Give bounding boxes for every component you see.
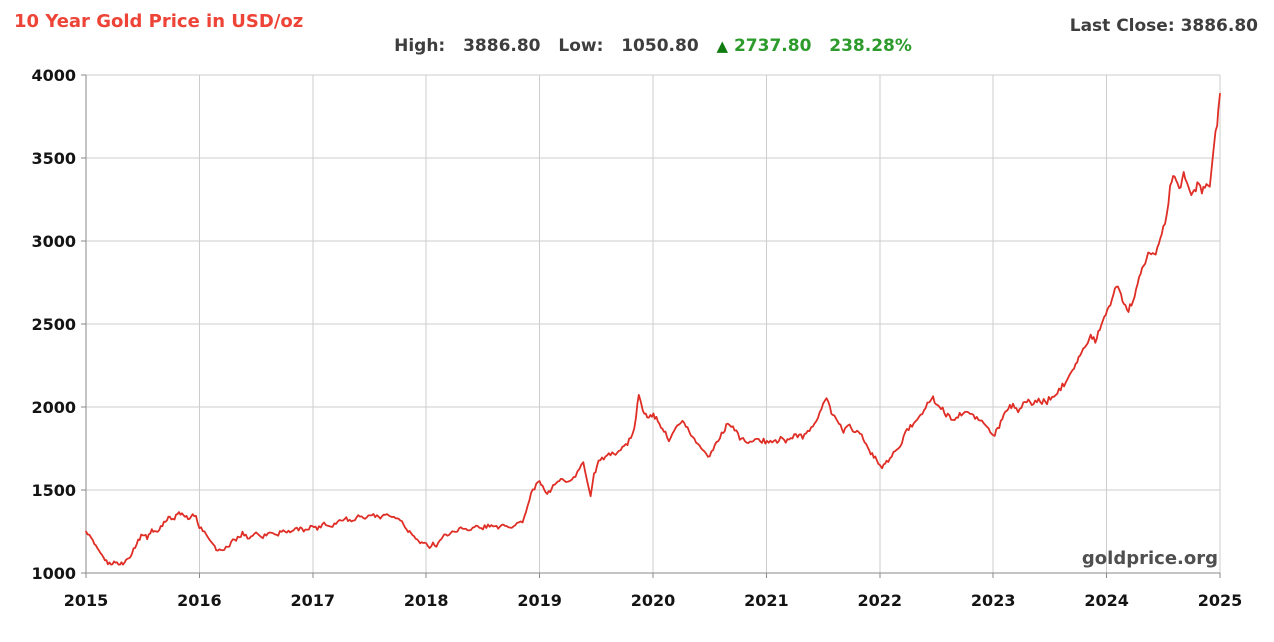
- last-close-label: Last Close:: [1069, 16, 1175, 36]
- watermark: goldprice.org: [1081, 548, 1218, 569]
- svg-text:2023: 2023: [971, 591, 1016, 610]
- svg-text:2025: 2025: [1198, 591, 1243, 610]
- price-line: [85, 92, 1221, 566]
- svg-text:2022: 2022: [858, 591, 903, 610]
- svg-text:2021: 2021: [744, 591, 789, 610]
- svg-text:2024: 2024: [1084, 591, 1129, 610]
- axis-lines: [85, 75, 1220, 574]
- tick-marks: [81, 74, 1221, 578]
- svg-text:2019: 2019: [517, 591, 562, 610]
- high-label: High:: [394, 36, 446, 56]
- last-close: Last Close: 3886.80: [1070, 16, 1258, 36]
- svg-text:4000: 4000: [31, 66, 76, 85]
- low-label: Low:: [558, 36, 604, 56]
- change-value: 2737.80: [733, 36, 812, 56]
- svg-text:3500: 3500: [31, 149, 76, 168]
- svg-text:2018: 2018: [404, 591, 449, 610]
- stats-header: High: 3886.80 Low: 1050.80 ▲ 2737.80 238…: [394, 36, 912, 56]
- svg-text:2020: 2020: [631, 591, 676, 610]
- svg-text:1500: 1500: [31, 481, 76, 500]
- svg-text:2017: 2017: [291, 591, 336, 610]
- up-arrow-icon: ▲: [716, 37, 729, 55]
- svg-text:2016: 2016: [177, 591, 222, 610]
- y-tick-labels: 1000 1500 2000 2500 3000 3500 4000: [31, 66, 76, 583]
- svg-text:3000: 3000: [31, 232, 76, 251]
- high-value: 3886.80: [463, 36, 541, 56]
- svg-text:2500: 2500: [31, 315, 76, 334]
- x-tick-labels: 2015 2016 2017 2018 2019 2020 2021 2022 2023 2024…: [64, 591, 1243, 610]
- svg-text:2000: 2000: [31, 398, 76, 417]
- last-close-value: 3886.80: [1180, 16, 1258, 36]
- change-percent: 238.28%: [829, 36, 912, 56]
- low-value: 1050.80: [621, 36, 699, 56]
- page-title: 10 Year Gold Price in USD/oz: [14, 11, 304, 32]
- svg-text:2015: 2015: [64, 591, 109, 610]
- grid-lines: [86, 74, 1221, 574]
- svg-text:1000: 1000: [31, 564, 76, 583]
